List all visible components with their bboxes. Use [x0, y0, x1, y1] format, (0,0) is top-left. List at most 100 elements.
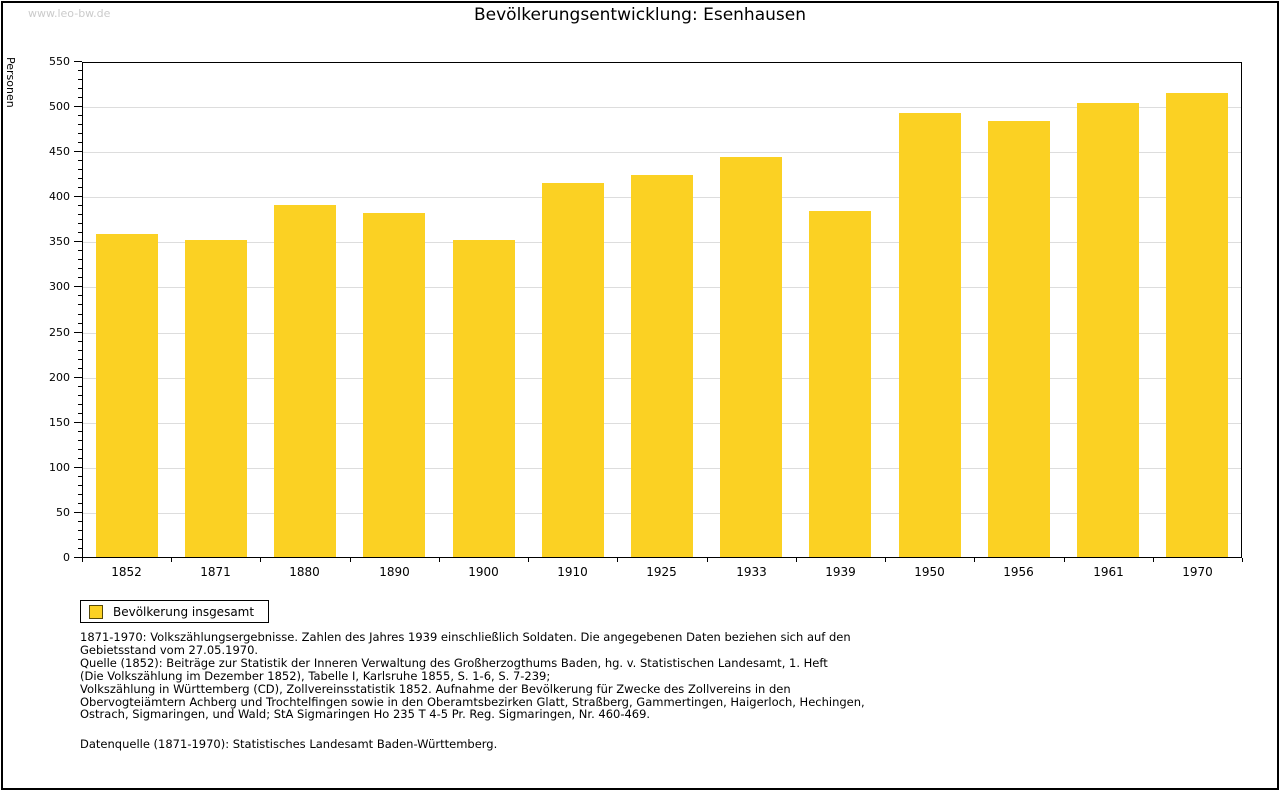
y-minor-tick: [78, 259, 82, 260]
y-minor-tick: [78, 205, 82, 206]
footer-line: Ostrach, Sigmaringen, und Wald; StA Sigm…: [80, 707, 651, 722]
y-minor-tick: [78, 449, 82, 450]
footer-line: 1871-1970: Volkszählungsergebnisse. Zahl…: [80, 630, 851, 644]
y-tick-label: 350: [49, 235, 70, 248]
bar: [542, 183, 604, 557]
x-axis-label: 1910: [557, 565, 588, 579]
y-tick: [74, 422, 82, 423]
y-minor-tick: [78, 440, 82, 441]
y-tick-label: 150: [49, 416, 70, 429]
y-minor-tick: [78, 79, 82, 80]
y-minor-tick: [78, 178, 82, 179]
y-minor-tick: [78, 413, 82, 414]
y-tick: [74, 241, 82, 242]
y-minor-tick: [78, 187, 82, 188]
y-minor-tick: [78, 250, 82, 251]
y-tick: [74, 106, 82, 107]
y-minor-tick: [78, 124, 82, 125]
y-tick: [74, 286, 82, 287]
gridline: [83, 152, 1241, 154]
footer-line: Volkszählung in Württemberg (CD), Zollve…: [80, 681, 791, 696]
footer-line: (Die Volkszählung im Dezember 1852), Tab…: [80, 668, 551, 683]
x-axis-label: 1939: [825, 565, 856, 579]
y-tick-label: 0: [63, 551, 70, 564]
y-axis-title: Personen: [4, 57, 17, 108]
y-tick: [74, 467, 82, 468]
x-axis-label: 1925: [646, 565, 677, 579]
y-minor-tick: [78, 386, 82, 387]
y-minor-tick: [78, 295, 82, 296]
y-minor-tick: [78, 350, 82, 351]
bar: [631, 175, 693, 557]
x-tick: [1242, 558, 1243, 562]
x-tick: [439, 558, 440, 562]
x-axis-label: 1956: [1003, 565, 1034, 579]
y-tick-label: 300: [49, 280, 70, 293]
x-tick: [171, 558, 172, 562]
x-tick: [1064, 558, 1065, 562]
x-axis-label: 1970: [1182, 565, 1213, 579]
y-minor-tick: [78, 503, 82, 504]
bar: [988, 121, 1050, 557]
y-tick: [74, 151, 82, 152]
x-tick: [974, 558, 975, 562]
y-minor-tick: [78, 521, 82, 522]
y-minor-tick: [78, 214, 82, 215]
bar: [453, 240, 515, 557]
y-minor-tick: [78, 160, 82, 161]
x-axis-label: 1900: [468, 565, 499, 579]
y-minor-tick: [78, 133, 82, 134]
y-tick: [74, 557, 82, 558]
footer-line: Quelle (1852): Beiträge zur Statistik de…: [80, 655, 828, 670]
bar: [720, 157, 782, 557]
y-minor-tick: [78, 277, 82, 278]
y-tick: [74, 377, 82, 378]
y-tick: [74, 61, 82, 62]
footer-line: Obervogteiämtern Achberg und Trochtelfin…: [80, 694, 865, 709]
y-tick-label: 450: [49, 145, 70, 158]
y-minor-tick: [78, 223, 82, 224]
y-minor-tick: [78, 431, 82, 432]
bar: [274, 205, 336, 557]
bar: [363, 213, 425, 557]
y-tick: [74, 332, 82, 333]
y-minor-tick: [78, 485, 82, 486]
x-axis-label: 1950: [914, 565, 945, 579]
y-minor-tick: [78, 268, 82, 269]
y-minor-tick: [78, 539, 82, 540]
y-minor-tick: [78, 395, 82, 396]
plot-area: [82, 62, 1242, 558]
x-tick: [82, 558, 83, 562]
y-tick-label: 400: [49, 190, 70, 203]
x-tick: [350, 558, 351, 562]
y-tick: [74, 196, 82, 197]
x-tick: [528, 558, 529, 562]
y-minor-tick: [78, 304, 82, 305]
y-minor-tick: [78, 341, 82, 342]
y-minor-tick: [78, 97, 82, 98]
bar: [809, 211, 871, 557]
y-tick-label: 250: [49, 326, 70, 339]
footer-line: Gebietsstand vom 27.05.1970.: [80, 642, 259, 657]
y-minor-tick: [78, 323, 82, 324]
x-axis-label: 1933: [736, 565, 767, 579]
y-minor-tick: [78, 458, 82, 459]
y-tick-label: 550: [49, 55, 70, 68]
x-axis-label: 1880: [289, 565, 320, 579]
y-tick-label: 200: [49, 371, 70, 384]
y-minor-tick: [78, 314, 82, 315]
y-minor-tick: [78, 142, 82, 143]
bar: [185, 240, 247, 557]
x-tick: [707, 558, 708, 562]
y-minor-tick: [78, 494, 82, 495]
y-minor-tick: [78, 359, 82, 360]
x-tick: [1153, 558, 1154, 562]
x-axis-label: 1871: [200, 565, 231, 579]
y-tick-label: 50: [56, 506, 70, 519]
y-minor-tick: [78, 70, 82, 71]
y-minor-tick: [78, 115, 82, 116]
y-minor-tick: [78, 368, 82, 369]
y-minor-tick: [78, 548, 82, 549]
watermark: www.leo-bw.de: [28, 7, 111, 20]
